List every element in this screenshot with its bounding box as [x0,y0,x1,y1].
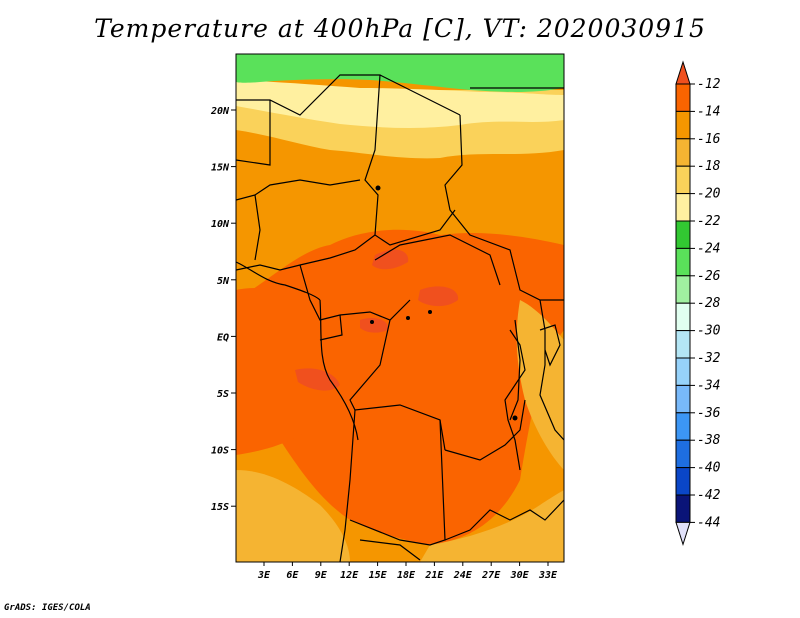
lon-tick-label: 24E [453,570,473,581]
field-hot-1 [372,249,409,270]
longitude-axis: 3E 6E 9E 12E 15E 18E 21E 24E 27E 30E 33E [257,562,558,581]
lat-tick-label: 15S [211,502,229,513]
field-light-orange-south [236,470,350,562]
lat-tick-label: 20N [210,106,230,117]
colorbar-swatch [675,412,691,441]
temperature-field [236,54,564,562]
chart-title: Temperature at 400hPa [C], VT: 202003091… [94,14,706,43]
colorbar-label: -18 [697,159,721,174]
colorbar-swatch [675,110,691,140]
lon-tick-label: 15E [369,570,388,581]
credit-text: GrADS: IGES/COLA [4,603,91,613]
colorbar-label: -32 [697,351,721,366]
lat-tick-label: EQ [217,332,229,343]
colorbar-swatch [675,247,691,277]
colorbar-swatch [675,138,691,167]
map-frame [235,53,565,563]
colorbar-top-arrow [675,60,691,85]
field-green-north [236,54,564,92]
colorbar: -12 -14 -16 -18 -20 -22 -24 -26 -28 -30 -32 -34 -36 -… [675,60,721,547]
lakes [370,185,518,421]
lake-2 [370,320,374,324]
colorbar-swatch [675,83,691,112]
lake-4 [428,310,432,314]
colorbar-swatch [675,275,691,304]
country-borders [236,74,564,562]
colorbar-swatch [675,330,691,359]
colorbar-label: -12 [697,77,721,92]
field-dark-orange-west [236,288,326,455]
lat-tick-label: 10S [211,446,229,457]
lat-tick-label: 5N [217,276,230,287]
lon-tick-label: 6E [286,570,299,581]
lon-tick-label: 3E [257,570,271,581]
colorbar-swatch [675,220,691,249]
field-hot-4 [360,318,389,333]
lat-tick-label: 15N [211,163,230,174]
colorbar-swatch [675,165,691,195]
colorbar-swatch [675,193,691,222]
colorbar-label: -30 [697,324,721,339]
latitude-axis: 20N 15N 10N 5N EQ 5S 10S 15S [210,106,236,513]
colorbar-label: -38 [697,433,721,448]
lon-tick-label: 18E [397,570,416,581]
lon-tick-label: 33E [538,570,558,581]
field-pale-band [236,80,564,128]
lake-5 [512,415,518,421]
colorbar-swatch [675,357,691,386]
lon-tick-label: 27E [481,570,501,581]
lat-tick-label: 5S [217,389,229,400]
lon-tick-label: 21E [424,570,444,581]
colorbar-label: -28 [697,296,721,311]
lon-tick-label: 12E [340,570,359,581]
field-light-orange-east [516,300,564,470]
lake-3 [406,316,410,320]
field-hot-3 [418,286,459,307]
colorbar-swatch [675,302,691,332]
colorbar-label: -36 [697,406,721,421]
colorbar-bottom-arrow [675,521,691,547]
colorbar-label: -34 [697,378,720,393]
colorbar-swatch [675,439,691,469]
colorbar-label: -14 [697,104,720,119]
colorbar-label: -40 [697,461,721,476]
lake-1 [375,185,381,191]
colorbar-label: -22 [697,214,721,229]
colorbar-label: -26 [697,269,721,284]
field-hot-2 [295,368,340,391]
colorbar-label: -24 [697,241,720,256]
colorbar-swatch [675,467,691,496]
lon-tick-label: 30E [510,570,530,581]
lat-tick-label: 10N [211,219,230,230]
colorbar-label: -44 [697,515,720,530]
field-light-orange-southeast [420,490,564,562]
colorbar-swatch [675,384,691,414]
colorbar-label: -20 [697,187,721,202]
colorbar-swatch [675,494,691,523]
lon-tick-label: 9E [315,570,328,581]
colorbar-label: -42 [697,488,721,503]
colorbar-label: -16 [697,132,721,147]
